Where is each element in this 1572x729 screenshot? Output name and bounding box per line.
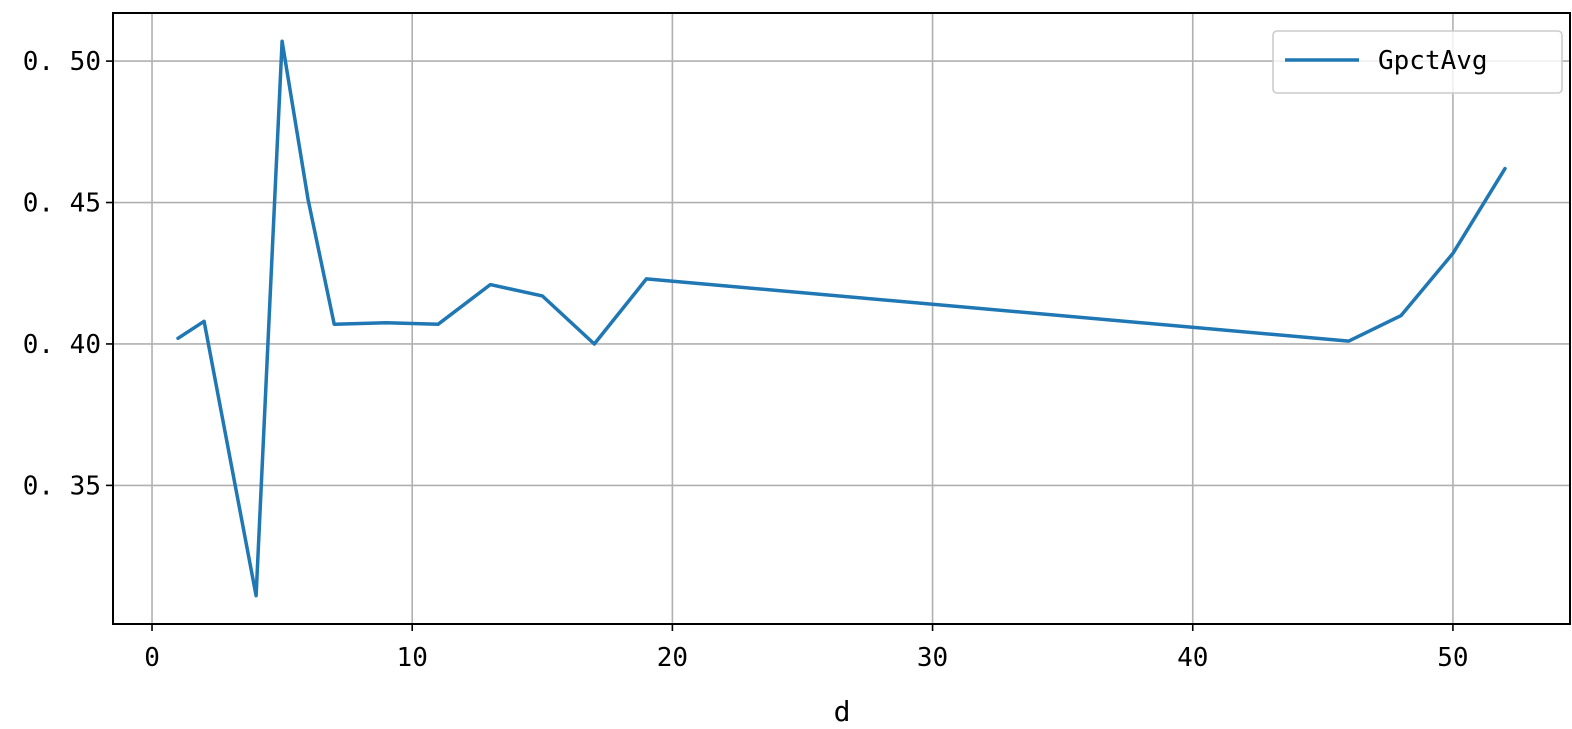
x-tick-label: 40 xyxy=(1177,643,1208,673)
x-tick-label: 10 xyxy=(397,643,428,673)
x-tick-label: 30 xyxy=(917,643,948,673)
x-axis-label: d xyxy=(834,695,851,728)
legend[interactable]: GpctAvg xyxy=(1272,30,1563,94)
x-tick-label: 50 xyxy=(1437,643,1468,673)
y-tick-labels: 0. 35 0. 40 0. 45 0. 50 xyxy=(23,47,101,501)
x-tick-label: 0 xyxy=(144,643,160,673)
legend-label-gpctavg: GpctAvg xyxy=(1378,46,1488,76)
plot-frame xyxy=(112,12,1571,625)
y-tick-label: 0. 50 xyxy=(23,47,101,77)
x-tick-label: 20 xyxy=(657,643,688,673)
y-tick-label: 0. 45 xyxy=(23,189,101,219)
tick-marks xyxy=(106,60,1454,631)
y-tick-label: 0. 35 xyxy=(23,471,101,501)
y-tick-label: 0. 40 xyxy=(23,330,101,360)
series-line-gpctavg xyxy=(176,39,1507,598)
series-layer xyxy=(176,39,1507,598)
legend-box xyxy=(1272,30,1563,94)
x-tick-labels: 0 10 20 30 40 50 xyxy=(144,643,1468,673)
